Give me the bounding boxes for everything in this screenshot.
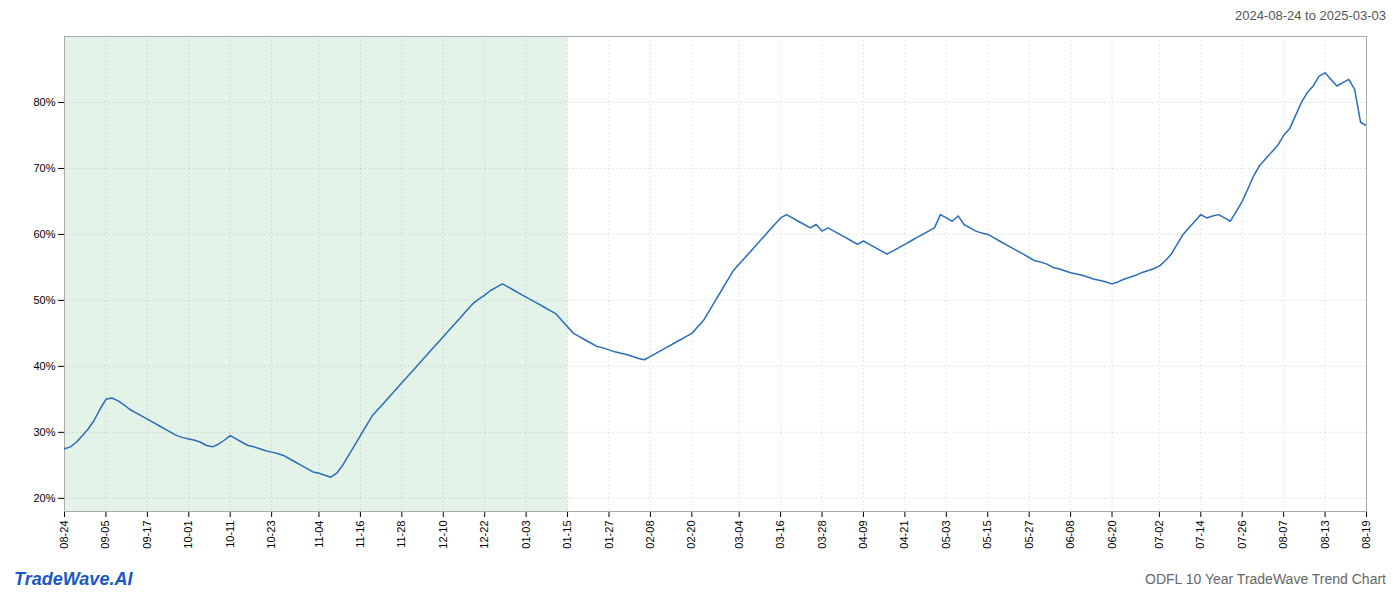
svg-text:01-27: 01-27 xyxy=(602,521,614,549)
svg-text:20%: 20% xyxy=(33,492,55,504)
svg-text:80%: 80% xyxy=(33,96,55,108)
svg-text:05-27: 05-27 xyxy=(1023,521,1035,549)
svg-text:03-04: 03-04 xyxy=(733,521,745,549)
svg-text:08-19: 08-19 xyxy=(1360,521,1372,549)
svg-text:12-10: 12-10 xyxy=(437,521,449,549)
svg-text:08-13: 08-13 xyxy=(1319,521,1331,549)
svg-text:03-28: 03-28 xyxy=(816,521,828,549)
svg-text:01-03: 01-03 xyxy=(520,521,532,549)
svg-text:10-01: 10-01 xyxy=(182,521,194,549)
svg-text:07-02: 07-02 xyxy=(1153,521,1165,549)
svg-text:06-08: 06-08 xyxy=(1064,521,1076,549)
svg-text:12-22: 12-22 xyxy=(478,521,490,549)
svg-text:09-05: 09-05 xyxy=(99,521,111,549)
svg-text:01-15: 01-15 xyxy=(561,521,573,549)
svg-text:11-04: 11-04 xyxy=(313,521,325,548)
svg-text:30%: 30% xyxy=(33,426,55,438)
svg-text:03-16: 03-16 xyxy=(774,521,786,549)
svg-text:04-21: 04-21 xyxy=(898,521,910,549)
svg-text:08-24: 08-24 xyxy=(58,521,70,549)
svg-text:06-20: 06-20 xyxy=(1106,521,1118,549)
html-text:2024-08-24 to 2025-03-03: 2024-08-24 to 2025-03-03 xyxy=(1234,8,1386,23)
svg-text:11-16: 11-16 xyxy=(354,521,366,548)
svg-text:04-09: 04-09 xyxy=(857,521,869,549)
svg-text:05-03: 05-03 xyxy=(940,521,952,549)
svg-text:50%: 50% xyxy=(33,294,55,306)
svg-text:07-14: 07-14 xyxy=(1194,521,1206,549)
svg-text:02-20: 02-20 xyxy=(685,521,697,549)
svg-text:05-15: 05-15 xyxy=(981,521,993,549)
svg-text:70%: 70% xyxy=(33,162,55,174)
svg-text:10-23: 10-23 xyxy=(265,521,277,549)
svg-text:09-17: 09-17 xyxy=(141,521,153,549)
svg-text:40%: 40% xyxy=(33,360,55,372)
svg-text:08-07: 08-07 xyxy=(1277,521,1289,549)
svg-text:11-28: 11-28 xyxy=(395,521,407,548)
html-text:TradeWave.AI: TradeWave.AI xyxy=(14,568,133,589)
svg-text:10-11: 10-11 xyxy=(224,521,236,548)
html-text:ODFL 10 Year TradeWave Trend C: ODFL 10 Year TradeWave Trend Chart xyxy=(1145,571,1386,587)
svg-text:02-08: 02-08 xyxy=(644,521,656,549)
svg-text:07-26: 07-26 xyxy=(1236,521,1248,549)
svg-text:60%: 60% xyxy=(33,228,55,240)
